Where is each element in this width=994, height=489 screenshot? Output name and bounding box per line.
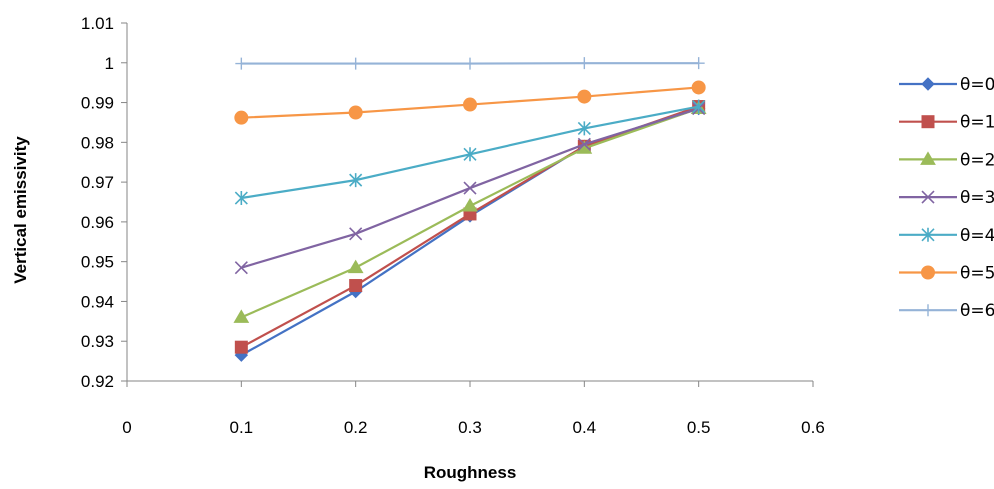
data-point bbox=[577, 89, 592, 104]
legend-label: θ=60 bbox=[960, 301, 994, 321]
data-point bbox=[235, 57, 248, 70]
data-point bbox=[234, 191, 248, 206]
legend-label: θ=0 bbox=[960, 75, 994, 95]
legend-label: θ=20 bbox=[960, 150, 994, 170]
legend-marker bbox=[921, 190, 935, 204]
x-tick-label: 0.2 bbox=[344, 418, 368, 437]
data-point bbox=[692, 99, 706, 114]
data-point bbox=[349, 279, 363, 293]
data-point bbox=[349, 57, 362, 70]
y-tick-label: 1.01 bbox=[81, 14, 114, 33]
series-layer bbox=[233, 57, 707, 362]
legend-item: θ=60 bbox=[899, 301, 994, 321]
series-group bbox=[234, 100, 706, 354]
data-point bbox=[577, 137, 591, 151]
data-point bbox=[692, 57, 705, 70]
legend-marker bbox=[920, 151, 936, 165]
series-group bbox=[234, 101, 706, 275]
x-tick-label: 0.6 bbox=[801, 418, 825, 437]
y-tick-label: 0.98 bbox=[81, 133, 114, 152]
x-tick-label: 0.3 bbox=[458, 418, 482, 437]
legend-item: θ=40 bbox=[899, 226, 994, 246]
data-point bbox=[463, 97, 477, 112]
series-group bbox=[234, 80, 706, 125]
y-tick-label: 0.97 bbox=[81, 173, 114, 192]
legend-marker bbox=[922, 304, 934, 317]
legend-label: θ=40 bbox=[960, 226, 994, 246]
legend: θ=0 θ=10 θ=20 θ=30 θ=40 θ=50 θ=60 bbox=[899, 75, 994, 321]
y-tick-label: 1 bbox=[105, 54, 114, 73]
data-point bbox=[462, 197, 478, 212]
y-tick-label: 0.99 bbox=[81, 94, 114, 113]
data-point bbox=[463, 181, 477, 195]
data-point bbox=[347, 259, 364, 274]
legend-marker bbox=[921, 115, 935, 129]
legend-label: θ=50 bbox=[960, 264, 994, 284]
data-point bbox=[577, 121, 591, 136]
data-point bbox=[691, 80, 706, 95]
data-point bbox=[233, 309, 250, 323]
legend-marker bbox=[921, 227, 935, 242]
y-tick-label: 0.95 bbox=[81, 253, 114, 272]
series-line bbox=[240, 105, 700, 349]
legend-marker bbox=[921, 77, 935, 91]
series-line bbox=[240, 107, 700, 357]
legend-item: θ=0 bbox=[899, 75, 994, 95]
data-point bbox=[234, 340, 248, 354]
legend-item: θ=10 bbox=[899, 113, 994, 133]
x-axis-ticks: 0 0.1 0.2 0.3 0.4 0.5 0.6 bbox=[122, 381, 825, 437]
x-tick-label: 0.4 bbox=[573, 418, 597, 437]
legend-item: θ=20 bbox=[899, 150, 994, 170]
series-group bbox=[234, 99, 706, 206]
data-point bbox=[463, 147, 477, 162]
series-group bbox=[234, 101, 706, 362]
y-tick-label: 0.93 bbox=[81, 332, 114, 351]
series-group bbox=[235, 57, 705, 70]
data-point bbox=[349, 227, 363, 241]
x-tick-label: 0 bbox=[122, 418, 131, 437]
x-axis-title: Roughness bbox=[424, 463, 517, 482]
legend-label: θ=30 bbox=[960, 188, 994, 208]
legend-marker bbox=[921, 265, 935, 280]
data-point bbox=[578, 57, 591, 70]
y-tick-label: 0.96 bbox=[81, 213, 114, 232]
x-tick-label: 0.5 bbox=[687, 418, 711, 437]
legend-item: θ=50 bbox=[899, 264, 994, 284]
data-point bbox=[234, 261, 248, 275]
data-point bbox=[234, 110, 249, 125]
y-axis-title: Vertical emissivity bbox=[11, 136, 30, 284]
legend-label: θ=10 bbox=[960, 113, 994, 133]
y-tick-label: 0.94 bbox=[81, 292, 114, 311]
data-point bbox=[349, 173, 363, 188]
y-axis-ticks: 0.92 0.93 0.94 0.95 0.96 0.97 0.98 0.99 1 1.01 bbox=[81, 14, 127, 391]
y-tick-label: 0.92 bbox=[81, 372, 114, 391]
data-point bbox=[464, 57, 476, 70]
legend-item: θ=30 bbox=[899, 188, 994, 208]
data-point bbox=[348, 105, 363, 120]
x-tick-label: 0.1 bbox=[230, 418, 254, 437]
